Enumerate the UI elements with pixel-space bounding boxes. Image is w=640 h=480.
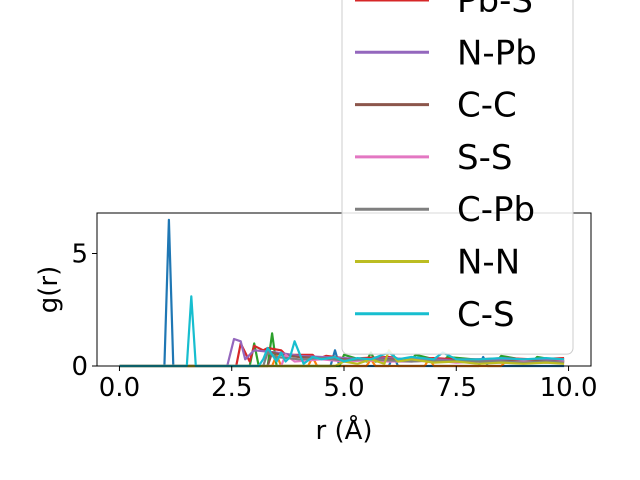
legend-label: C-Pb: [457, 190, 535, 230]
legend-label: N-N: [457, 243, 520, 283]
x-tick-label: 0.0: [99, 373, 140, 403]
legend-label: N-Pb: [457, 33, 537, 73]
y-tick-label: 5: [71, 240, 88, 270]
legend-label: C-C: [457, 86, 517, 126]
x-tick-label: 7.5: [436, 373, 477, 403]
y-axis: 05: [71, 240, 97, 382]
series-line-8: [119, 349, 565, 368]
legend-label: S-S: [457, 138, 512, 178]
y-tick-label: 0: [71, 352, 88, 382]
series-line-9: [119, 295, 565, 368]
legend-label: C-S: [457, 295, 515, 335]
legend-box: [341, 0, 574, 355]
x-tick-label: 10.0: [540, 373, 598, 403]
legend-label: Pb-S: [457, 0, 533, 21]
x-tick-label: 5.0: [323, 373, 364, 403]
legend: Pb-S N-Pb C-C S-S C-Pb N-N C-S: [341, 0, 574, 355]
x-axis-label: r (Å): [315, 414, 372, 446]
y-axis-label: g(r): [34, 266, 64, 313]
x-axis: 0.0 2.5 5.0 7.5 10.0: [99, 366, 598, 403]
x-tick-label: 2.5: [211, 373, 252, 403]
